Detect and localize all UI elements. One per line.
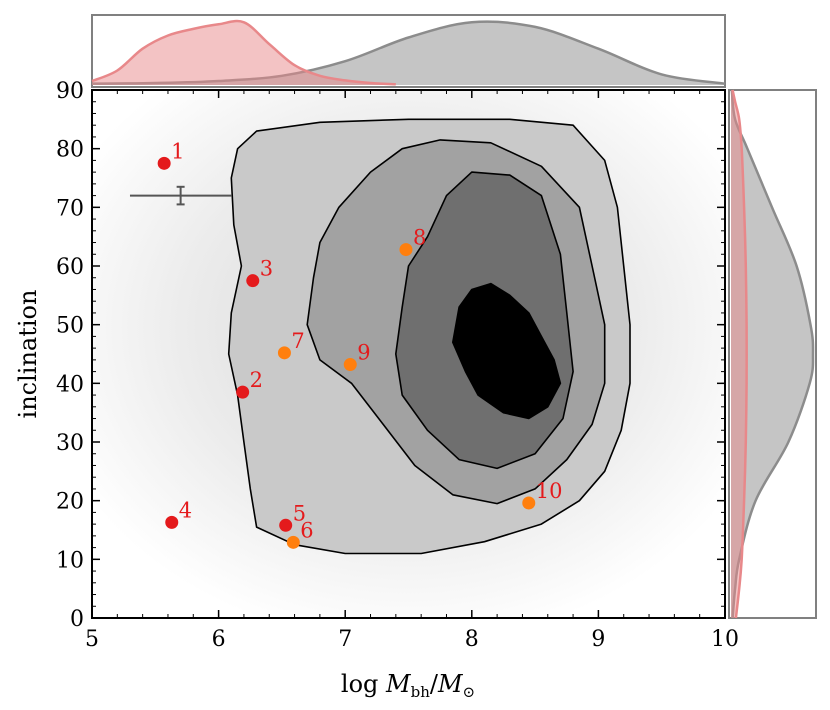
y-tick-label: 60 (56, 255, 84, 280)
y-tick-label: 50 (56, 314, 84, 339)
contour-level-4 (451, 282, 562, 420)
right-density-fill-population (731, 90, 814, 618)
plot-frame (91, 89, 726, 619)
y-tick-label: 20 (56, 490, 84, 515)
data-point-9 (343, 358, 357, 372)
right-density-line-sample (731, 89, 748, 619)
data-point-10 (522, 496, 536, 510)
data-point-1 (157, 156, 171, 170)
data-point-4 (165, 515, 179, 529)
top-marginal-panel (91, 14, 726, 88)
data-point-label-2: 2 (250, 368, 263, 392)
density-contours (227, 118, 631, 555)
x-axis-label: log Mbh/M⊙ (341, 670, 475, 701)
y-tick-label: 40 (56, 372, 84, 397)
top-density-fill-sample (92, 21, 396, 86)
data-point-6 (286, 535, 300, 549)
x-tick-label: 8 (465, 627, 479, 652)
top-marginal-curves (91, 19, 726, 86)
data-point-7 (277, 346, 291, 360)
error-bar (129, 185, 232, 206)
y-tick-label: 10 (56, 548, 84, 573)
x-tick-label: 10 (711, 627, 739, 652)
data-point-label-1: 1 (171, 139, 184, 163)
x-tick-label: 7 (338, 627, 352, 652)
data-point-label-10: 10 (536, 479, 563, 503)
data-point-8 (399, 243, 413, 257)
sample-points: 1 2 3 4 56 7 8 9 10 (157, 139, 563, 549)
right-marginal-curves (730, 89, 815, 619)
x-tick-label: 9 (591, 627, 605, 652)
y-tick-label: 90 (56, 79, 84, 104)
y-tick-label: 30 (56, 431, 84, 456)
data-point-label-7: 7 (291, 329, 304, 353)
data-point-label-4: 4 (179, 498, 192, 522)
y-tick-label: 80 (56, 138, 84, 163)
y-tick-label: 70 (56, 196, 84, 221)
right-density-fill-sample (731, 90, 747, 618)
x-tick-label: 6 (212, 627, 226, 652)
data-point-label-3: 3 (260, 257, 273, 281)
top-density-line-sample (91, 19, 396, 86)
axis-ticks (91, 89, 726, 619)
data-point-2 (236, 385, 250, 399)
y-tick-label: 0 (70, 607, 84, 632)
data-point-label-6: 6 (300, 518, 313, 542)
data-point-3 (246, 274, 260, 288)
x-tick-label: 5 (85, 627, 99, 652)
data-point-label-8: 8 (413, 226, 426, 250)
data-point-label-9: 9 (357, 341, 370, 365)
data-point-5 (279, 518, 293, 532)
right-marginal-panel (728, 89, 817, 619)
y-axis-label: inclination (14, 290, 42, 419)
data-point-label-5: 5 (293, 501, 306, 525)
